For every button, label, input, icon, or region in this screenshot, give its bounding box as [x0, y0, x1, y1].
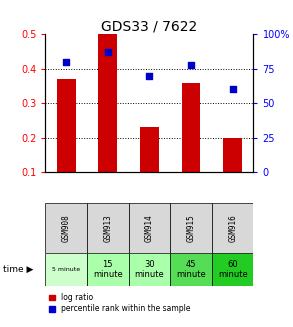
Text: GSM915: GSM915 [187, 214, 195, 242]
Bar [45, 253, 87, 286]
Bar [140, 127, 159, 172]
Text: 5 minute: 5 minute [52, 267, 80, 272]
Bar [87, 203, 129, 253]
Bar [170, 203, 212, 253]
Text: 15
minute: 15 minute [93, 260, 123, 280]
Point [189, 62, 193, 67]
Bar [129, 203, 170, 253]
Text: GSM913: GSM913 [103, 214, 112, 242]
Text: GSM916: GSM916 [228, 214, 237, 242]
Bar [129, 253, 170, 286]
Bar [182, 82, 200, 172]
Point [105, 50, 110, 55]
Bar [223, 138, 242, 172]
Legend: log ratio, percentile rank within the sample: log ratio, percentile rank within the sa… [49, 293, 191, 313]
Title: GDS33 / 7622: GDS33 / 7622 [101, 19, 197, 33]
Text: GSM908: GSM908 [62, 214, 71, 242]
Bar [212, 203, 253, 253]
Point [147, 73, 152, 78]
Bar [98, 24, 117, 172]
Text: GSM914: GSM914 [145, 214, 154, 242]
Text: 45
minute: 45 minute [176, 260, 206, 280]
Bar [170, 253, 212, 286]
Bar [212, 253, 253, 286]
Text: time ▶: time ▶ [3, 265, 33, 274]
Point [230, 87, 235, 92]
Bar [57, 79, 76, 172]
Text: 30
minute: 30 minute [134, 260, 164, 280]
Text: 60
minute: 60 minute [218, 260, 248, 280]
Point [64, 59, 69, 64]
Bar [45, 203, 87, 253]
Bar [87, 253, 129, 286]
